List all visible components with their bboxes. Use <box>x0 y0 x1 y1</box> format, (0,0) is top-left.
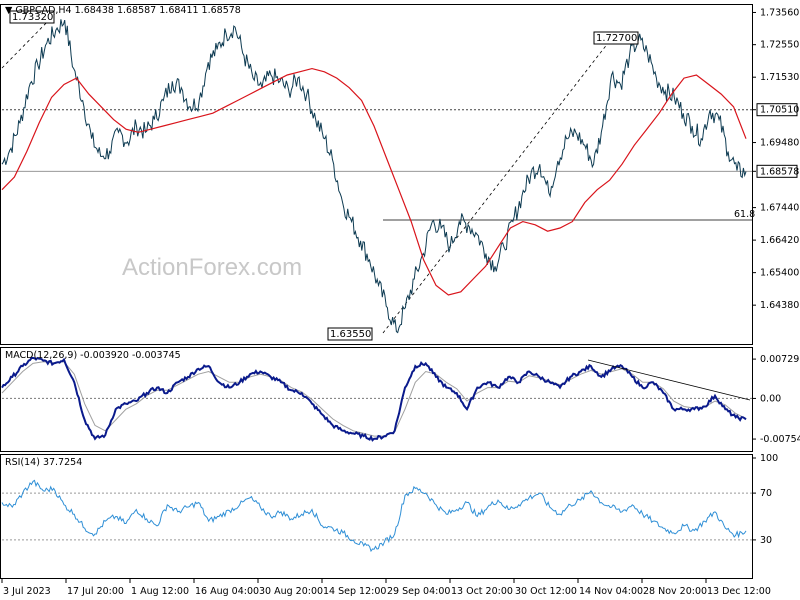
macd-header: MACD(12,26,9) -0.003920 -0.003745 <box>5 350 181 361</box>
macd-y-tick-label: 0.007297 <box>760 354 800 365</box>
price-annotation-box <box>593 31 639 45</box>
projection-line-1 <box>1 13 56 69</box>
x-tick-label: 13 Oct 20:00 <box>451 586 513 597</box>
price-annotation-box <box>327 327 373 341</box>
price-axis-label-box <box>756 164 798 178</box>
price-axis-label-box <box>756 103 798 117</box>
rsi-header: RSI(14) 37.7254 <box>5 457 83 468</box>
rsi-y-tick-label: 70 <box>760 488 772 499</box>
price-annotation-label: 1.72700 <box>596 33 637 44</box>
x-tick-label: 17 Jul 20:00 <box>67 586 124 597</box>
price-annotation-label: 1.63550 <box>330 329 371 340</box>
price-y-tick-label: 1.72550 <box>760 40 799 51</box>
price-line <box>1 19 747 334</box>
price-y-tick-label: 1.65400 <box>760 268 799 279</box>
macd-line <box>1 356 747 442</box>
macd-series-layer <box>1 356 752 442</box>
price-annotation-box <box>9 10 55 24</box>
x-tick-label: 28 Nov 20:00 <box>643 586 707 597</box>
fib-label: 61.8 <box>734 209 755 220</box>
rsi-line <box>1 479 747 553</box>
price-y-tick-label: 1.67440 <box>760 203 799 214</box>
x-tick-label: 29 Sep 04:00 <box>387 586 450 597</box>
rsi-series-layer <box>1 479 752 553</box>
rsi-y-tick-label: 100 <box>760 453 778 464</box>
x-tick-label: 3 Jul 2023 <box>3 586 51 597</box>
macd-divergence-trendline <box>587 359 751 401</box>
axes-layer: 1.73560 1.72550 1.71530 1.70510 1.69480 1.685… <box>1 7 800 597</box>
moving-average-line <box>1 67 747 296</box>
x-tick-label: 13 Dec 12:00 <box>707 586 771 597</box>
macd-panel-frame <box>0 347 753 452</box>
price-annotation-label: 1.73320 <box>12 12 53 23</box>
ohlc-values: 1.68438 1.68587 1.68411 1.68578 <box>74 5 241 16</box>
rsi-panel-frame <box>0 454 753 579</box>
price-y-tick-label: 1.70510 <box>760 105 799 116</box>
price-y-tick-label: 1.64380 <box>760 300 799 311</box>
x-tick-label: 14 Sep 12:00 <box>323 586 386 597</box>
x-tick-label: 14 Nov 04:00 <box>579 586 643 597</box>
x-tick-label: 16 Aug 04:00 <box>195 586 259 597</box>
x-tick-label: 30 Oct 12:00 <box>515 586 577 597</box>
projection-line-2 <box>382 42 609 334</box>
price-panel-frame <box>0 4 753 345</box>
price-y-tick-label: 1.73560 <box>760 7 799 18</box>
collapse-arrow-icon[interactable]: ▼ <box>5 5 13 16</box>
price-series-layer: 61.8 1.73320 1.63550 1.72700 <box>1 10 755 341</box>
x-tick-label: 30 Aug 20:00 <box>259 586 323 597</box>
price-y-tick-label: 1.71530 <box>760 72 799 83</box>
symbol-label: GBPCAD,H4 <box>15 5 72 16</box>
price-y-tick-label: 1.66420 <box>760 235 799 246</box>
price-header: ▼ GBPCAD,H4 1.68438 1.68587 1.68411 1.68… <box>5 5 241 16</box>
rsi-y-tick-label: 30 <box>760 535 772 546</box>
price-y-tick-label: 1.69480 <box>760 138 799 149</box>
macd-y-tick-label: 0.00 <box>760 393 781 404</box>
price-y-tick-label: 1.68578 <box>760 166 799 177</box>
x-tick-label: 1 Aug 12:00 <box>131 586 189 597</box>
watermark: ActionForex.com <box>122 254 302 281</box>
